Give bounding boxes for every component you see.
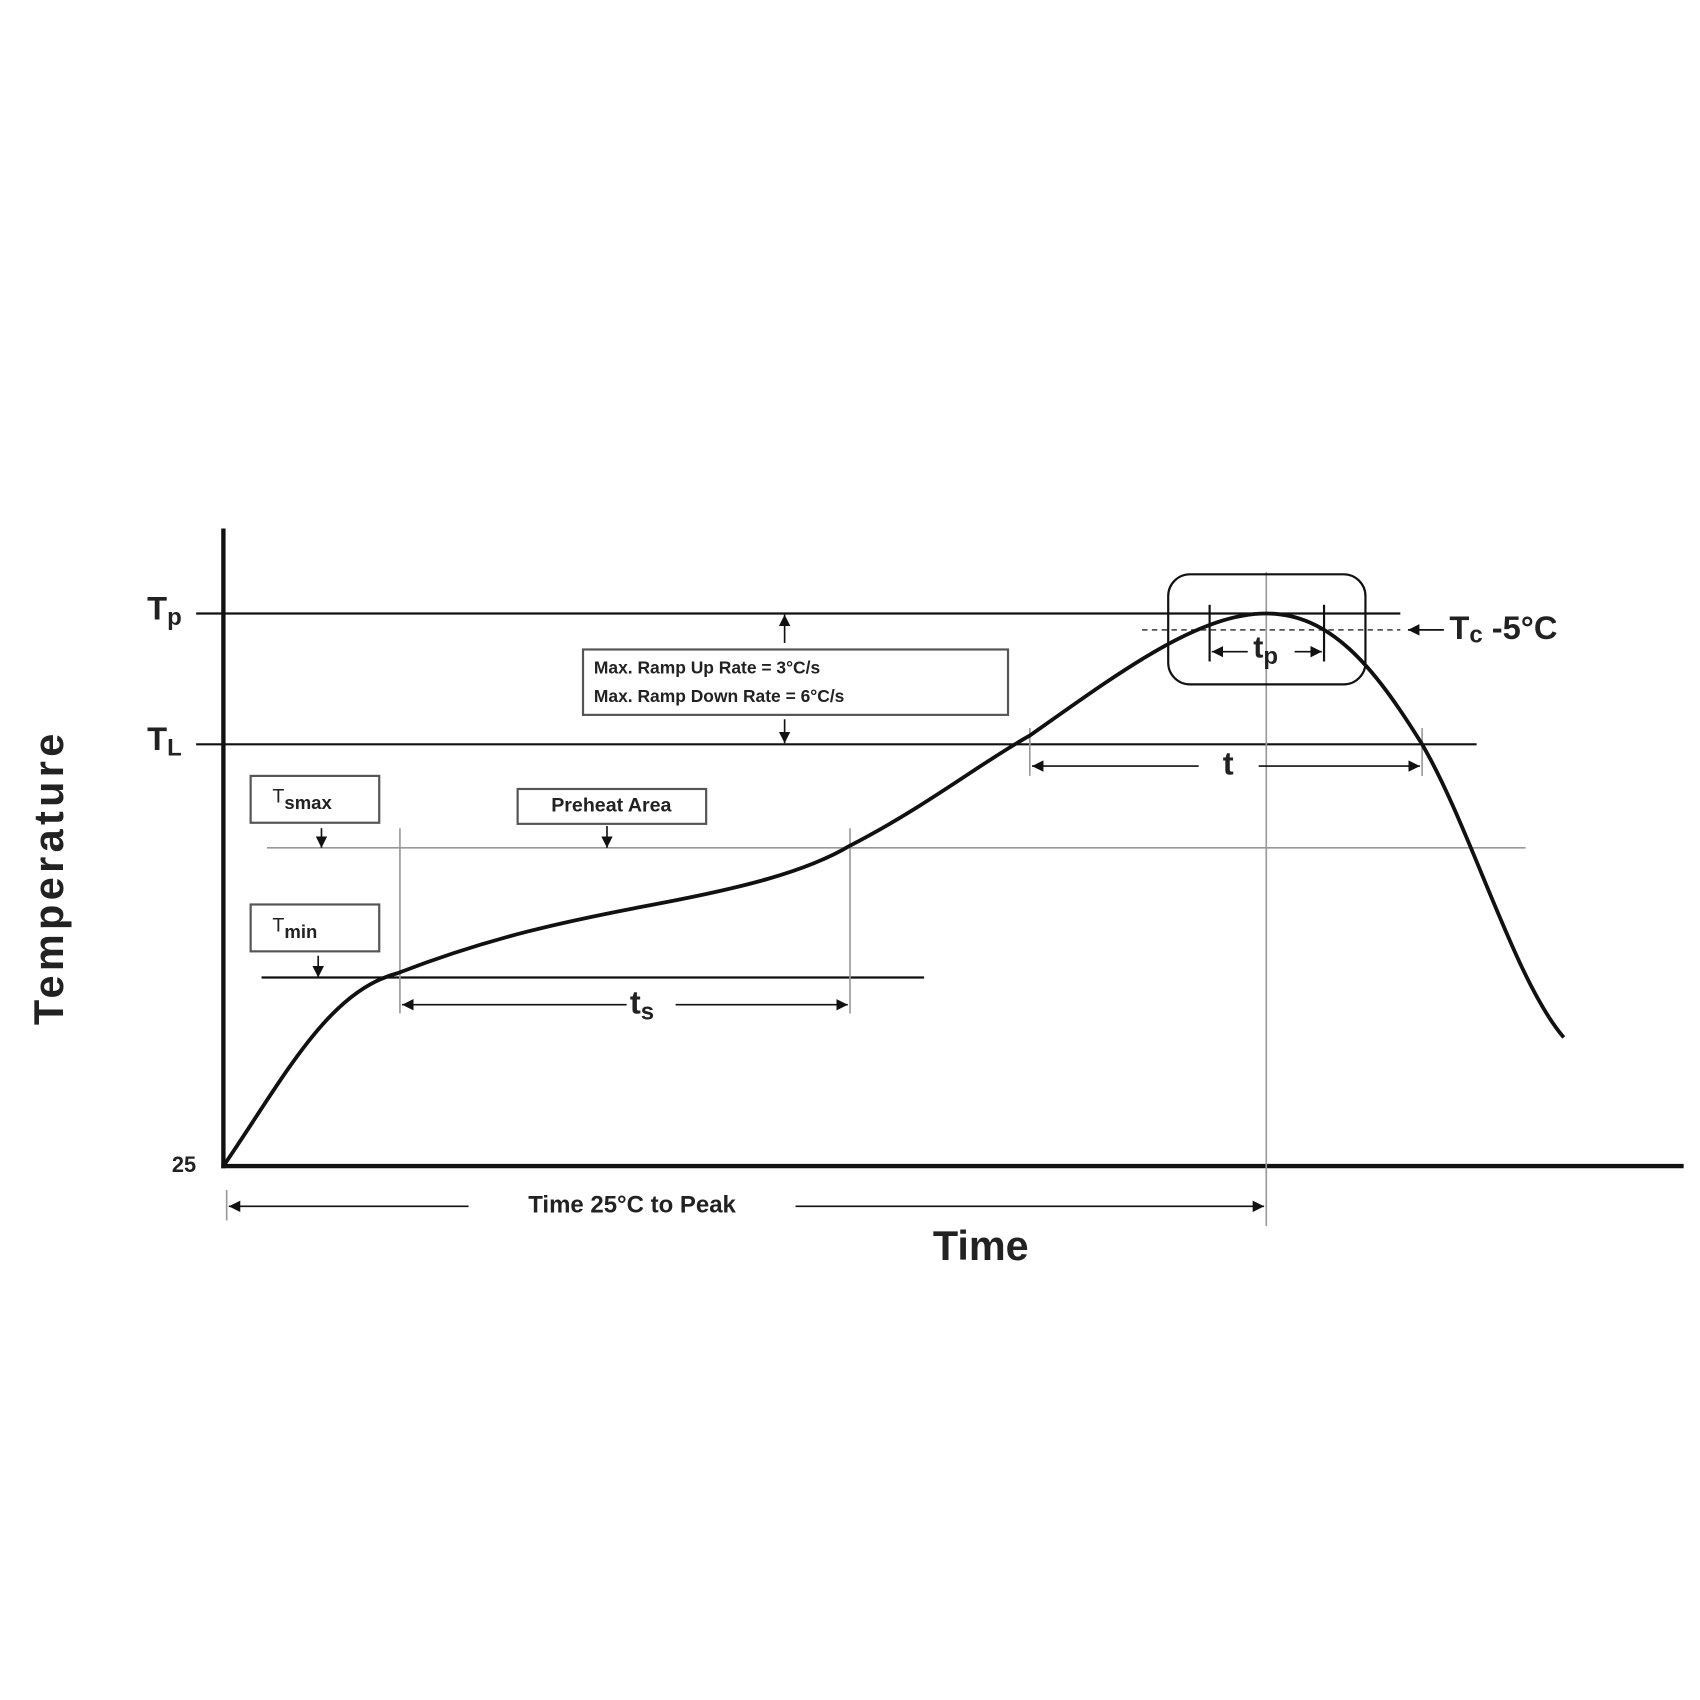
y-axis-label: Temperature — [26, 729, 72, 1025]
ts-label: ts — [630, 983, 654, 1025]
tp-label: Tp — [147, 589, 182, 631]
boxes — [249, 648, 1010, 953]
tc-label: Tc -5°C — [1449, 609, 1557, 649]
tl-label: TL — [147, 720, 182, 762]
ramp-up: Max. Ramp Up Rate = 3°C/s — [594, 658, 820, 678]
lines — [196, 528, 1684, 1226]
ramp-down: Max. Ramp Down Rate = 6°C/s — [594, 686, 844, 706]
time-to-peak-label: Time 25°C to Peak — [528, 1192, 736, 1219]
origin-label: 25 — [172, 1152, 196, 1177]
tsmax-label: Tsmax — [272, 786, 332, 813]
tp-interval-label: tp — [1253, 631, 1278, 671]
preheat-label: Preheat Area — [551, 795, 672, 817]
t-label: t — [1223, 745, 1234, 782]
tsmin-label: Tmin — [272, 914, 317, 941]
arrows — [228, 614, 1444, 1213]
x-axis-label: Time — [933, 1223, 1029, 1269]
